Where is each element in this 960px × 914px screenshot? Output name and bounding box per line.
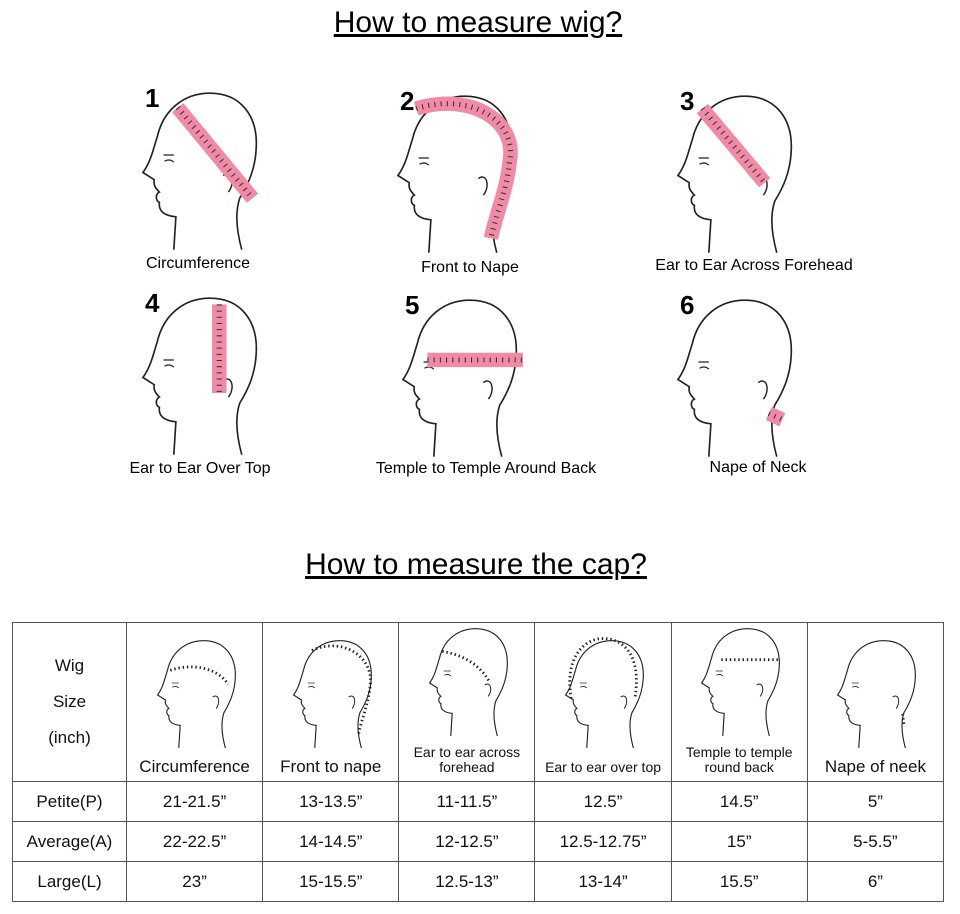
tape [765,406,786,427]
column-label: Ear to ear over top [545,759,662,775]
row-label: Petite(P) [12,781,127,822]
measure-band [413,96,518,240]
step-label: Nape of Neck [710,459,808,476]
dots [901,713,906,726]
size-row: Large(L) 23” 15-15.5” 12.5-13” 13-14” 15.5” 6” [12,861,945,902]
cap-icon [156,640,236,749]
head-drawing [677,299,793,458]
tape-ticks [700,106,767,185]
head-drawing [677,95,793,254]
column-label: Temple to temple round back [685,744,793,775]
head-outline [156,640,236,749]
cap-title: How to measure the cap? [305,548,647,581]
head-outline [428,628,508,737]
header-row: Wig Size (inch) Circumference Front to nap… [12,622,945,782]
diagram-area: How to measure wig? How to measure the c… [129,6,852,581]
size-value: 6” [806,861,945,902]
step-number: 2 [400,86,414,116]
dotted-guide [169,665,230,686]
cap-icon [701,628,781,737]
measure-band [696,103,771,188]
cap-icon [565,637,644,749]
size-value: 15-15.5” [262,861,400,902]
dots [169,665,230,686]
cap-icon [428,628,508,737]
row-label: Large(L) [12,861,127,902]
step-label: Ear to Ear Over Top [129,460,270,477]
size-value: 14-14.5” [262,821,400,862]
dotted-guide [901,713,906,726]
column-header: Ear to ear across forehead [398,622,536,782]
tape-ticks [175,106,255,200]
cap-icon [292,640,372,749]
size-value: 12.5-13” [398,861,536,902]
dots [441,649,491,682]
size-value: 15.5” [670,861,808,902]
step-label: Circumference [146,255,250,272]
tape [696,103,771,188]
step-label: Ear to Ear Across Forehead [655,257,852,274]
column-header: Front to nape [262,622,400,782]
dotted-guide [311,644,372,735]
size-value: 13-14” [534,861,672,902]
step-number: 1 [145,83,159,113]
size-value: 12.5-12.75” [534,821,672,862]
step-number: 5 [405,290,419,320]
measure-band [172,103,259,203]
measure-band [765,406,786,427]
head-outline [837,640,917,749]
size-value: 11-11.5” [398,781,536,822]
step-number: 4 [145,288,160,318]
size-value: 13-13.5” [262,781,400,822]
size-row: Average(A) 22-22.5” 14-14.5” 12-12.5” 12.5-1… [12,821,945,862]
header-cell: Wig Size (inch) [12,622,127,782]
size-value: 23” [125,861,264,902]
tape-ticks [415,101,514,239]
size-table: Wig Size (inch) Circumference Front to nap… [12,622,945,902]
size-value: 21-21.5” [125,781,264,822]
size-value: 22-22.5” [125,821,264,862]
step-label: Front to Nape [421,259,519,276]
size-value: 12-12.5” [398,821,536,862]
head-drawing [142,297,258,456]
size-value: 15” [670,821,808,862]
column-header: Nape of neek [806,622,945,782]
title: How to measure wig? [334,6,622,39]
column-label: Nape of neek [824,757,926,776]
dotted-guide [441,649,491,682]
size-value: 5-5.5” [806,821,945,862]
head-drawing [402,299,518,458]
column-header: Temple to temple round back [670,622,808,782]
head-outline [565,640,644,749]
column-label: Front to nape [280,757,382,776]
tape [413,96,518,240]
column-header: Ear to ear over top [534,622,672,782]
column-label: Ear to ear across forehead [413,744,521,775]
step-label: Temple to Temple Around Back [376,460,597,477]
column-header: Circumference [125,622,264,782]
row-label: Average(A) [12,821,127,862]
step-number: 6 [680,290,694,320]
size-value: 12.5” [534,781,672,822]
header-text: Wig Size (inch) [48,656,91,747]
dotted-guide [568,637,638,699]
size-row: Petite(P) 21-21.5” 13-13.5” 11-11.5” 12.5” 14… [12,781,945,822]
step-number: 3 [680,86,694,116]
size-value: 5” [806,781,945,822]
dots [311,644,372,735]
cap-icon [837,640,917,749]
size-value: 14.5” [670,781,808,822]
head-outline [701,628,781,737]
column-label: Circumference [139,757,250,776]
dots [568,637,638,699]
